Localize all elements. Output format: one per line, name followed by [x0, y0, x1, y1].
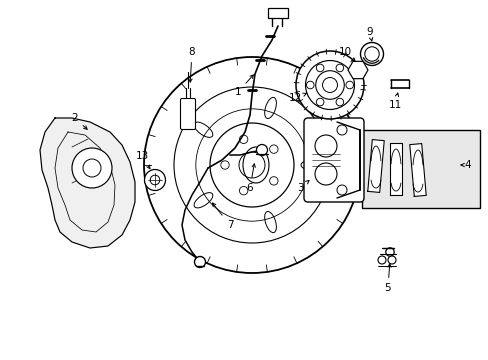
Text: 12: 12	[288, 93, 306, 103]
Text: 6: 6	[246, 164, 255, 193]
Circle shape	[256, 144, 267, 156]
Polygon shape	[389, 143, 401, 195]
Text: 8: 8	[188, 47, 195, 82]
FancyBboxPatch shape	[180, 99, 195, 130]
Text: 13: 13	[135, 151, 150, 169]
Text: 1: 1	[234, 75, 253, 97]
Polygon shape	[367, 140, 384, 193]
Bar	[361, 130, 479, 208]
Text: 7: 7	[212, 203, 233, 230]
Text: 2: 2	[72, 113, 87, 129]
Bar	[267, 8, 287, 18]
Text: 9: 9	[366, 27, 372, 41]
Circle shape	[352, 64, 363, 76]
Text: 11: 11	[387, 93, 401, 110]
Circle shape	[336, 125, 346, 135]
Circle shape	[377, 256, 385, 264]
Circle shape	[194, 256, 205, 267]
Circle shape	[314, 163, 336, 185]
Text: 5: 5	[384, 264, 390, 293]
Circle shape	[387, 256, 395, 264]
FancyBboxPatch shape	[304, 118, 363, 202]
Text: 4: 4	[460, 160, 470, 170]
Circle shape	[360, 42, 383, 66]
Polygon shape	[40, 118, 135, 248]
Polygon shape	[409, 144, 426, 197]
Text: 3: 3	[296, 180, 308, 193]
Circle shape	[314, 135, 336, 157]
Circle shape	[72, 148, 112, 188]
Circle shape	[336, 185, 346, 195]
Text: 10: 10	[338, 47, 355, 62]
Circle shape	[385, 248, 393, 256]
Circle shape	[295, 51, 363, 119]
Circle shape	[144, 170, 165, 190]
